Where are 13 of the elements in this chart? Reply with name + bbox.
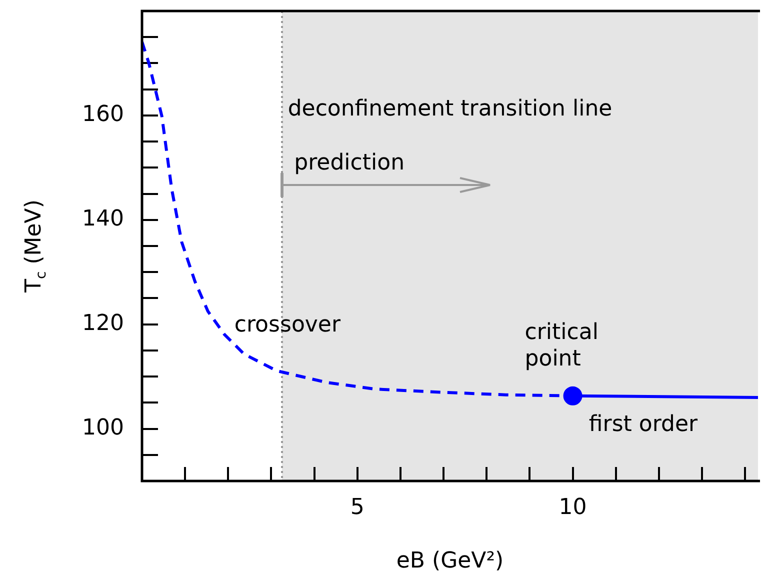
annotation: first order: [588, 412, 699, 438]
y-tick-label: 100: [82, 415, 124, 440]
x-tick-label: 5: [350, 494, 364, 520]
x-axis-title: eB (GeV²): [396, 548, 504, 574]
y-tick-label: 160: [82, 102, 124, 128]
y-axis-title: Tc (MeV): [22, 200, 50, 294]
annotation: prediction: [294, 150, 405, 176]
annotation: critical point: [524, 320, 598, 372]
annotation: deconfinement transition line: [288, 96, 612, 122]
y-tick-label: 140: [82, 206, 124, 232]
y-tick-label: 120: [82, 311, 124, 336]
x-tick-label: 10: [558, 494, 587, 520]
annotation: crossover: [234, 312, 342, 338]
